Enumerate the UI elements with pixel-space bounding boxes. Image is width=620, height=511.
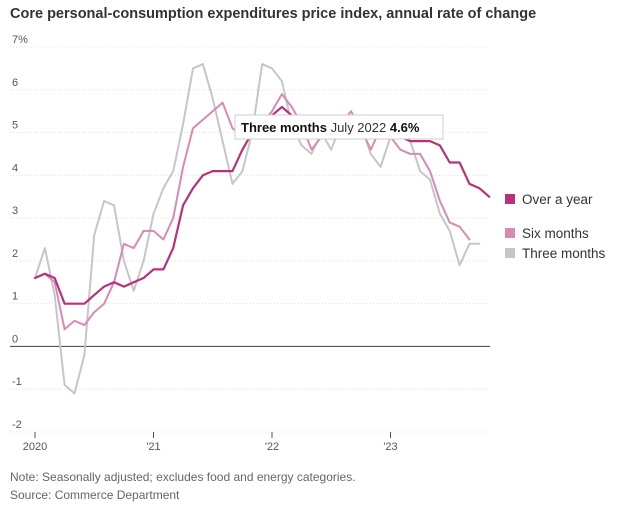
tooltip-value: 4.6% xyxy=(390,120,420,135)
source-note: Source: Commerce Department xyxy=(10,488,180,502)
x-tick-label: '23 xyxy=(383,441,397,453)
y-tick-label: -2 xyxy=(12,419,22,431)
gridlines xyxy=(10,46,490,433)
x-tick-label: '22 xyxy=(265,441,279,453)
y-tick-label: 7% xyxy=(12,34,28,46)
x-tick-label: 2020 xyxy=(23,441,47,453)
chart-title: Core personal-consumption expenditures p… xyxy=(10,6,537,22)
tooltip: Three months July 2022 4.6% xyxy=(234,114,444,140)
legend: Over a year Six months Three months xyxy=(505,192,606,261)
y-tick-label: 1 xyxy=(12,291,18,303)
legend-swatch xyxy=(505,228,515,238)
y-axis-ticks: -2 -1 0 1 2 3 4 5 6 7% xyxy=(12,34,28,431)
series-lines xyxy=(33,63,491,395)
tooltip-series: Three months xyxy=(241,120,331,135)
legend-label: Six months xyxy=(522,226,589,241)
y-tick-label: 0 xyxy=(12,333,18,345)
series-line-three-months xyxy=(34,63,481,395)
legend-label: Over a year xyxy=(522,192,593,207)
y-tick-label: 4 xyxy=(12,162,18,174)
footnote: Note: Seasonally adjusted; excludes food… xyxy=(10,470,356,484)
tooltip-text: Three months July 2022 4.6% xyxy=(241,120,420,135)
legend-swatch xyxy=(505,248,515,258)
legend-label: Three months xyxy=(522,246,606,261)
y-tick-label: 3 xyxy=(12,205,18,217)
y-tick-label: 2 xyxy=(12,248,18,260)
y-tick-label: 5 xyxy=(12,120,18,132)
tooltip-date: July 2022 xyxy=(331,120,390,135)
y-tick-label: -1 xyxy=(12,376,22,388)
y-tick-label: 6 xyxy=(12,77,18,89)
x-axis-ticks: 2020 '21 '22 '23 xyxy=(23,432,398,453)
tooltip-box xyxy=(234,114,444,140)
x-tick-label: '21 xyxy=(146,441,160,453)
legend-swatch xyxy=(505,194,515,204)
